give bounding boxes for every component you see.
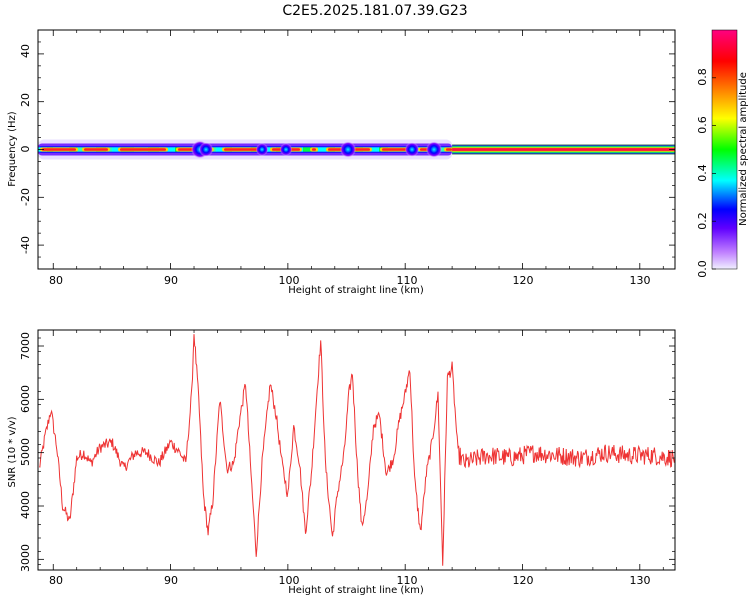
colorbar-gradient (711, 29, 738, 270)
band-core-red (42, 148, 76, 151)
spectrogram-y-tick-label: 20 (19, 93, 32, 107)
snr-x-tick-label: 110 (397, 574, 418, 587)
snr-y-tick-label: 5000 (19, 438, 32, 466)
band-blob (425, 141, 443, 158)
snr-x-axis-label: Height of straight line (km) (288, 585, 424, 596)
band-core-segment (216, 147, 225, 152)
snr-series-line (39, 334, 675, 566)
spectrogram-y-tick-label: 0 (19, 146, 32, 153)
steady-red (452, 148, 675, 151)
spectrogram-disturbed-band (38, 139, 454, 160)
snr-x-tick-label: 100 (279, 574, 300, 587)
colorbar-label: Normalized spectral amplitude (738, 72, 749, 226)
colorbar: 0.0 0.2 0.4 0.6 0.8 Normalized spectral … (696, 29, 749, 278)
colorbar-tick-label: 0.0 (696, 260, 709, 278)
band-core-segment (166, 147, 175, 152)
band-core-red (382, 148, 410, 151)
band-core-segment (318, 147, 328, 152)
band-core-red (446, 148, 452, 151)
colorbar-tick-label: 0.4 (696, 164, 709, 182)
band-core-segment (303, 147, 312, 152)
band-core-red (84, 148, 108, 151)
band-blob (404, 142, 420, 157)
spectrogram-x-tick-label: 100 (279, 274, 300, 287)
snr-y-tick-label: 6000 (19, 385, 32, 413)
band-core-segment (369, 147, 379, 152)
snr-y-tick-label: 3000 (19, 544, 32, 572)
spectrogram-ticks (38, 30, 675, 269)
snr-ticks (38, 330, 675, 570)
band-blob (198, 142, 214, 157)
spectrogram-x-tick-label: 90 (164, 274, 178, 287)
snr-x-tick-label: 80 (49, 574, 63, 587)
snr-frame (37, 329, 676, 571)
band-core-segment (112, 147, 121, 152)
spectrogram-x-tick-label: 80 (49, 274, 63, 287)
spectrogram-x-tick-label: 120 (513, 274, 534, 287)
spectrogram-steady-band (452, 144, 675, 155)
colorbar-tick-label: 0.6 (696, 116, 709, 134)
spectrogram-y-tick-label: -20 (19, 188, 32, 206)
colorbar-tick-label: 0.2 (696, 212, 709, 230)
spectrogram-x-tick-label: 110 (397, 274, 418, 287)
snr-x-tick-label: 90 (164, 574, 178, 587)
spectrogram-y-axis-label: Frequency (Hz) (7, 111, 18, 187)
snr-x-tick-label: 130 (630, 574, 651, 587)
spectrogram-x-tick-label: 130 (630, 274, 651, 287)
figure-title: C2E5.2025.181.07.39.G23 (282, 3, 467, 19)
band-core-red (224, 148, 260, 151)
band-blob (255, 143, 269, 156)
band-blob (339, 141, 357, 158)
spectrogram-y-tick-label: -40 (19, 236, 32, 254)
snr-y-tick-label: 4000 (19, 491, 32, 519)
spectrogram-panel: 80 90 100 110 120 130 40 20 0 -20 -40 He… (7, 29, 676, 296)
colorbar-ticks (712, 77, 716, 270)
band-core-red (312, 148, 316, 151)
snr-panel: 80 90 100 110 120 130 7000 6000 5000 400… (7, 329, 676, 596)
band-core-red (354, 148, 370, 151)
snr-y-axis-label: SNR (10 * v/v) (7, 416, 18, 487)
band-core-red (328, 148, 342, 151)
spectrogram-x-axis-label: Height of straight line (km) (288, 285, 424, 296)
snr-y-tick-label: 7000 (19, 332, 32, 360)
colorbar-tick-label: 0.8 (696, 68, 709, 86)
spectrogram-y-tick-label: 40 (19, 44, 32, 58)
snr-x-tick-label: 120 (513, 574, 534, 587)
band-core-red (120, 148, 166, 151)
band-blob (279, 143, 293, 156)
